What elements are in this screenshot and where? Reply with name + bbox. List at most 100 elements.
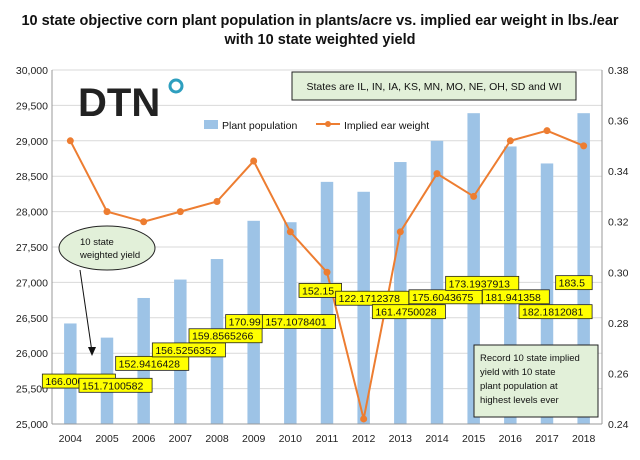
x-axis-tick-label: 2016: [499, 433, 523, 445]
ear-weight-point-2014: [433, 170, 441, 178]
axes: 25,000 25,500 26,000 26,500 27,000 27,500 28,0…: [16, 65, 629, 445]
yield-label-2008: 159.8565266: [192, 331, 253, 343]
ear-weight-point-2010: [286, 228, 294, 236]
ear-weight-point-2009: [250, 157, 258, 165]
x-axis-tick-label: 2009: [242, 433, 266, 445]
x-axis-tick-label: 2014: [425, 433, 449, 445]
ear-weight-point-2008: [213, 197, 221, 205]
callout-line-2: weighted yield: [79, 250, 140, 261]
yield-label-box: [371, 304, 446, 320]
yield-label-2005: 151.7100582: [82, 380, 143, 392]
callout-ellipse: [58, 225, 156, 271]
ear-weight-point-2015: [470, 192, 478, 200]
left-axis-tick-label: 26,500: [16, 313, 48, 325]
yield-label-box: [261, 314, 336, 329]
legend-label-plant-population: Plant population: [222, 120, 297, 132]
states-note-box: States are IL, IN, IA, KS, MN, MO, NE, O…: [291, 71, 577, 101]
left-axis-tick-label: 29,500: [16, 100, 48, 112]
x-axis-tick-label: 2018: [572, 433, 596, 445]
ear-weight-point-2018: [580, 142, 588, 150]
left-axis-tick-label: 25,500: [16, 384, 48, 396]
left-axis-tick-label: 29,000: [16, 136, 48, 148]
right-axis-tick-label: 0.26: [608, 368, 629, 380]
record-note-box: Record 10 state implied yield with 10 st…: [473, 344, 599, 418]
bar-2011: [320, 181, 334, 424]
dtn-logo: DTN: [78, 78, 184, 125]
x-axis-tick-label: 2013: [389, 433, 413, 445]
chart-title: 10 state objective corn plant population…: [21, 13, 619, 48]
yield-label-2010: 157.1078401: [265, 317, 326, 329]
ear-weight-point-2006: [140, 218, 148, 226]
x-axis-tick-label: 2010: [279, 433, 303, 445]
yield-label-2006: 152.9416428: [119, 358, 180, 370]
callout-line-1: 10 state: [80, 237, 114, 248]
callout-arrow-head-icon: [88, 347, 96, 356]
ear-weight-point-2007: [176, 208, 184, 216]
right-axis-tick-label: 0.30: [608, 267, 629, 279]
right-axis-tick-label: 0.34: [608, 166, 629, 178]
yield-label-2016: 181.941358: [485, 292, 541, 304]
states-note-text: States are IL, IN, IA, KS, MN, MO, NE, O…: [307, 81, 562, 93]
record-note-line-2: yield with 10 state: [480, 367, 556, 378]
ear-weight-point-2013: [396, 228, 404, 236]
x-axis-tick-label: 2015: [462, 433, 486, 445]
yield-label-2018: 183.5: [559, 278, 585, 290]
x-axis-tick-label: 2005: [95, 433, 119, 445]
left-axis-tick-label: 25,000: [16, 419, 48, 431]
left-axis-tick-label: 27,000: [16, 277, 48, 289]
legend-label-implied-ear-weight: Implied ear weight: [344, 120, 429, 132]
record-note-line-3: plant population at: [480, 381, 558, 392]
ear-weight-point-2011: [323, 268, 331, 276]
yield-label-box: [555, 275, 593, 291]
yield-callout: 10 state weighted yield: [58, 225, 156, 356]
record-note-line-1: Record 10 state implied: [480, 353, 580, 364]
x-axis-tick-label: 2006: [132, 433, 156, 445]
yield-label-box: [481, 289, 550, 305]
yield-label-2014: 175.6043675: [412, 292, 473, 304]
right-axis-tick-label: 0.38: [608, 65, 629, 77]
right-axis-tick-label: 0.36: [608, 116, 629, 128]
dtn-logo-text: DTN: [78, 81, 160, 125]
yield-labels: 166.0000000151.7100582152.9416428156.525…: [41, 275, 593, 393]
yield-label-2007: 156.5256352: [155, 345, 216, 357]
ear-weight-point-2016: [506, 137, 514, 145]
ear-weight-point-2005: [103, 208, 111, 216]
left-axis-tick-label: 28,500: [16, 171, 48, 183]
x-axis-tick-label: 2017: [535, 433, 559, 445]
right-axis-tick-label: 0.32: [608, 217, 629, 229]
x-axis-tick-label: 2008: [205, 433, 229, 445]
callout-arrow-line: [79, 269, 93, 353]
left-axis-tick-label: 26,000: [16, 348, 48, 360]
yield-label-2017: 182.1812081: [522, 307, 583, 319]
legend-swatch-plant-population: [204, 120, 218, 129]
line-series-implied-ear-weight: [66, 127, 588, 423]
yield-label-2015: 173.1937913: [449, 278, 510, 290]
yield-label-2012: 122.1712378: [339, 293, 400, 305]
logo-ring-icon: [168, 78, 184, 94]
left-axis-tick-label: 30,000: [16, 65, 48, 77]
yield-label-box: [78, 377, 153, 393]
bar-2012: [357, 191, 370, 424]
yield-label-box: [518, 304, 593, 320]
ear-weight-point-2004: [66, 137, 74, 145]
ear-weight-point-2012: [360, 415, 368, 423]
left-axis-tick-label: 28,000: [16, 207, 48, 219]
right-axis-tick-label: 0.24: [608, 419, 629, 431]
yield-label-2009: 170.99: [229, 317, 261, 329]
ear-weight-point-2017: [543, 127, 551, 135]
x-axis-tick-label: 2011: [316, 433, 339, 445]
x-axis-tick-label: 2004: [59, 433, 83, 445]
x-axis-tick-label: 2007: [169, 433, 193, 445]
record-note-line-4: highest levels ever: [480, 395, 559, 406]
left-axis-tick-label: 27,500: [16, 242, 48, 254]
bar-2014: [430, 140, 444, 425]
legend: Plant population Implied ear weight: [204, 120, 429, 132]
legend-marker-implied-ear-weight: [325, 121, 331, 127]
yield-label-2013: 161.4750028: [375, 307, 436, 319]
right-axis-tick-label: 0.28: [608, 318, 629, 330]
x-axis-tick-label: 2012: [352, 433, 376, 445]
yield-label-2011: 152.15: [302, 285, 334, 297]
yield-label-box: [298, 283, 342, 298]
